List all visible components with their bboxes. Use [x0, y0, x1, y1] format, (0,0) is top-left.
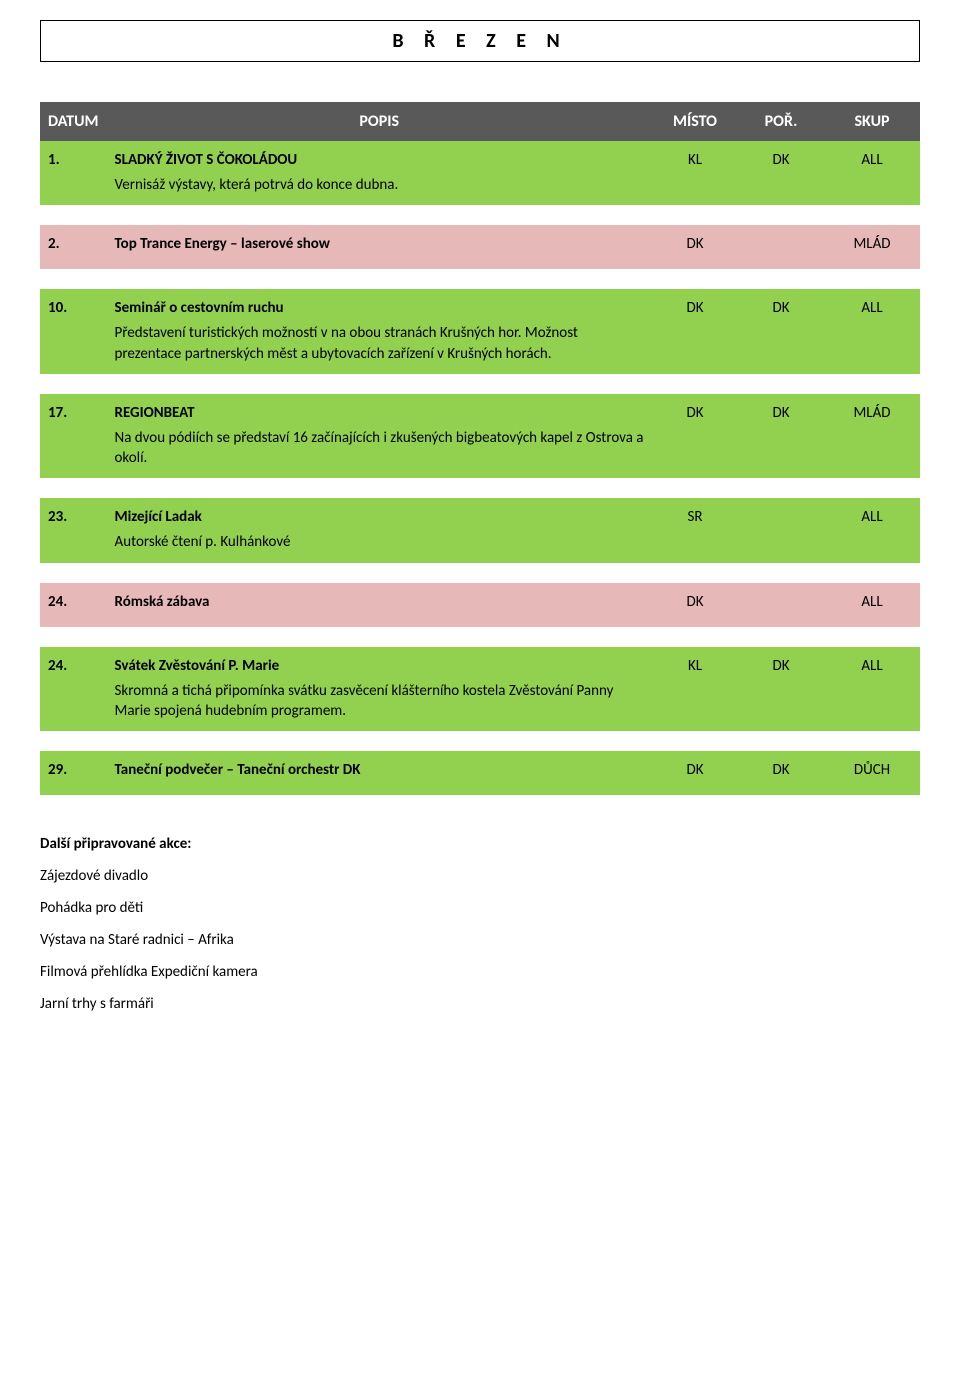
row-por: [738, 498, 824, 562]
col-header-misto: MÍSTO: [652, 102, 738, 141]
table-header-row: DATUM POPIS MÍSTO POŘ. SKUP: [40, 102, 920, 141]
row-misto: DK: [652, 394, 738, 479]
row-popis: SLADKÝ ŽIVOT S ČOKOLÁDOU Vernisáž výstavy…: [107, 141, 652, 205]
row-popis: Svátek Zvěstování P. Marie Skromná a tich…: [107, 647, 652, 732]
row-skup: ALL: [824, 583, 920, 627]
spacer-row: [40, 269, 920, 289]
col-header-por: POŘ.: [738, 102, 824, 141]
spacer-row: [40, 374, 920, 394]
spacer-row: [40, 627, 920, 647]
extras-heading: Další připravované akce:: [40, 835, 920, 853]
col-header-popis: POPIS: [107, 102, 652, 141]
row-por: DK: [738, 141, 824, 205]
row-misto: SR: [652, 498, 738, 562]
row-por: DK: [738, 394, 824, 479]
events-table: DATUM POPIS MÍSTO POŘ. SKUP 1.SLADKÝ ŽIV…: [40, 102, 920, 795]
extras-item: Výstava na Staré radnici – Afrika: [40, 931, 920, 949]
row-popis: Taneční podvečer – Taneční orchestr DK: [107, 751, 652, 795]
row-popis: Mizející Ladak Autorské čtení p. Kulhánko…: [107, 498, 652, 562]
row-misto: KL: [652, 647, 738, 732]
row-number: 24.: [40, 647, 107, 732]
extras-item: Jarní trhy s farmáři: [40, 995, 920, 1013]
row-title: Svátek Zvěstování P. Marie: [115, 657, 644, 675]
row-number: 23.: [40, 498, 107, 562]
row-number: 17.: [40, 394, 107, 479]
table-row: 24. Svátek Zvěstování P. Marie Skromná a t…: [40, 647, 920, 732]
row-skup: ALL: [824, 141, 920, 205]
row-skup: DŮCH: [824, 751, 920, 795]
extras-item: Zájezdové divadlo: [40, 867, 920, 885]
row-popis: REGIONBEAT Na dvou pódiích se představí 1…: [107, 394, 652, 479]
row-misto: DK: [652, 583, 738, 627]
page-title: B Ř E Z E N: [40, 20, 920, 62]
row-skup: ALL: [824, 647, 920, 732]
row-title: Rómská zábava: [115, 593, 644, 611]
table-row: 24. Rómská zábava DK ALL: [40, 583, 920, 627]
row-por: DK: [738, 289, 824, 374]
row-skup: ALL: [824, 498, 920, 562]
row-body: Na dvou pódiích se představí 16 začínají…: [115, 428, 644, 469]
row-title: REGIONBEAT: [115, 404, 644, 422]
row-body: Představení turistických možností v na o…: [115, 323, 644, 364]
table-row: 23. Mizející Ladak Autorské čtení p. Kulhá…: [40, 498, 920, 562]
extras-section: Další připravované akce: Zájezdové divad…: [40, 835, 920, 1013]
row-number: 24.: [40, 583, 107, 627]
row-number: 29.: [40, 751, 107, 795]
row-title: Mizející Ladak: [115, 508, 644, 526]
row-skup: MLÁD: [824, 225, 920, 269]
row-skup: ALL: [824, 289, 920, 374]
extras-item: Pohádka pro děti: [40, 899, 920, 917]
row-number: 1.: [40, 141, 107, 205]
table-row: 17. REGIONBEAT Na dvou pódiích se představ…: [40, 394, 920, 479]
spacer-row: [40, 563, 920, 583]
row-por: [738, 583, 824, 627]
row-body: Skromná a tichá připomínka svátku zasvěc…: [115, 681, 644, 722]
table-row: 29. Taneční podvečer – Taneční orchestr D…: [40, 751, 920, 795]
row-misto: KL: [652, 141, 738, 205]
row-popis: Rómská zábava: [107, 583, 652, 627]
spacer-row: [40, 731, 920, 751]
row-misto: DK: [652, 289, 738, 374]
row-misto: DK: [652, 751, 738, 795]
spacer-row: [40, 205, 920, 225]
row-number: 10.: [40, 289, 107, 374]
col-header-datum: DATUM: [40, 102, 107, 141]
table-row: 10. Seminář o cestovním ruchu Představení …: [40, 289, 920, 374]
extras-item: Filmová přehlídka Expediční kamera: [40, 963, 920, 981]
row-title: SLADKÝ ŽIVOT S ČOKOLÁDOU: [115, 151, 644, 169]
row-por: [738, 225, 824, 269]
row-body: Autorské čtení p. Kulhánkové: [115, 532, 644, 552]
row-title: Taneční podvečer – Taneční orchestr DK: [115, 761, 644, 779]
row-popis: Seminář o cestovním ruchu Představení tur…: [107, 289, 652, 374]
row-popis: Top Trance Energy – laserové show: [107, 225, 652, 269]
table-row: 1. SLADKÝ ŽIVOT S ČOKOLÁDOU Vernisáž výsta…: [40, 141, 920, 205]
row-title: Seminář o cestovním ruchu: [115, 299, 644, 317]
row-skup: MLÁD: [824, 394, 920, 479]
spacer-row: [40, 478, 920, 498]
table-row: 2. Top Trance Energy – laserové show DK MLÁ…: [40, 225, 920, 269]
row-body: Vernisáž výstavy, která potrvá do konce …: [115, 175, 644, 195]
row-por: DK: [738, 647, 824, 732]
col-header-skup: SKUP: [824, 102, 920, 141]
row-por: DK: [738, 751, 824, 795]
row-number: 2.: [40, 225, 107, 269]
row-misto: DK: [652, 225, 738, 269]
row-title: Top Trance Energy – laserové show: [115, 235, 644, 253]
